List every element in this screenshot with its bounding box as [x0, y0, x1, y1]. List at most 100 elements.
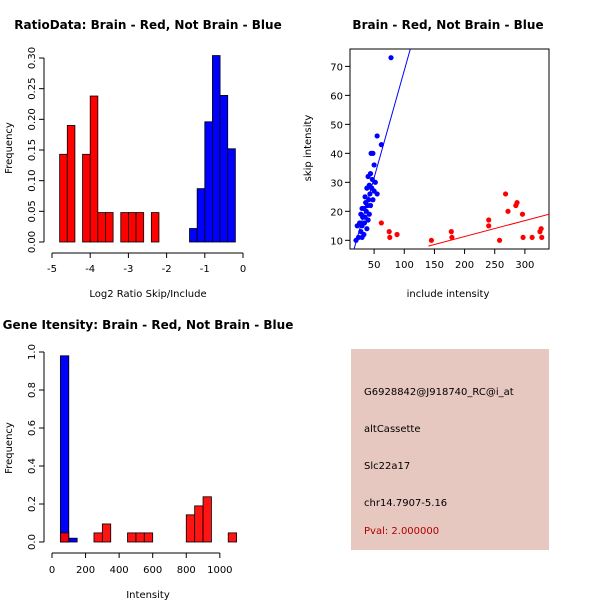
scatter-point	[359, 205, 365, 212]
event-type: altCassette	[364, 424, 421, 435]
hist1-x-tick-label: -5	[47, 264, 57, 275]
scatter-y-tick-label: 70	[330, 62, 343, 73]
hist2-title: Gene Itensity: Brain - Red, Not Brain - …	[3, 318, 294, 332]
scatter-title: Brain - Red, Not Brain - Blue	[352, 18, 543, 32]
hist1-bar	[135, 212, 145, 243]
scatter-point	[374, 133, 380, 139]
hist1-xlabel: Log2 Ratio Skip/Include	[89, 289, 206, 300]
scatter-y-tick-label: 20	[330, 207, 343, 218]
hist1-bar	[82, 153, 91, 243]
scatter-plot: 50 100 150 200 250 300 10 20 30 40 50 60 70	[330, 49, 549, 271]
hist1-x-tick-label: -2	[162, 264, 172, 275]
scatter-point	[519, 211, 526, 217]
scatter-point	[370, 150, 376, 156]
hist1-bar	[66, 125, 76, 243]
scatter-point	[366, 211, 372, 217]
hist2-ylabel: Frequency	[4, 422, 15, 474]
hist2-x-tick-label: 1000	[207, 565, 232, 576]
hist1-y-tick-label: 0.15	[27, 139, 38, 161]
info-panel: G6928842@J918740_RC@i_at altCassette Slc…	[351, 349, 549, 550]
scatter-fit-line	[353, 49, 411, 249]
hist2-x-tick-label: 400	[110, 565, 129, 576]
scatter-y-tick-label: 40	[330, 149, 343, 160]
scatter-point	[394, 231, 400, 238]
scatter-point	[371, 162, 377, 168]
scatter-point	[364, 226, 370, 232]
hist1-ylabel: Frequency	[4, 122, 15, 174]
hist1-bar	[227, 148, 236, 243]
scatter-point	[378, 220, 384, 226]
hist2-y-tick-label: 1.0	[27, 344, 38, 360]
hist2-bar	[59, 355, 70, 543]
scatter-point	[372, 179, 378, 185]
hist1-bar	[89, 95, 99, 243]
hist1-x-tick-label: -3	[123, 264, 133, 275]
scatter-point	[365, 173, 371, 180]
scatter-point	[354, 223, 360, 229]
hist2-bar	[202, 496, 212, 543]
scatter-point	[386, 229, 392, 235]
hist2-x-tick-label: 800	[177, 565, 196, 576]
scatter-point	[539, 234, 545, 241]
hist1-y-tick-label: 0.00	[27, 231, 38, 253]
hist2-bar	[185, 514, 196, 543]
hist1-plot: -5 -4 -3 -2 -1 0 0.00 0.05 0.10 0.15 0.20 0.25 0.30	[27, 47, 246, 275]
hist1-bar	[189, 228, 198, 243]
scatter-x-tick-label: 300	[515, 260, 534, 271]
hist1-bar	[196, 188, 206, 243]
hist2-bar	[194, 505, 204, 543]
scatter-point	[364, 185, 370, 191]
scatter-y-tick-label: 60	[330, 91, 343, 102]
hist1-x-tick-label: -1	[200, 264, 210, 275]
hist2-y-tick-label: 0.6	[27, 420, 38, 436]
hist2-y-tick-label: 0.0	[27, 534, 38, 550]
hist1-bar	[120, 212, 129, 243]
hist1-title: RatioData: Brain - Red, Not Brain - Blue	[14, 18, 281, 32]
hist2-x-tick-label: 600	[143, 565, 162, 576]
scatter-x-tick-label: 50	[368, 260, 381, 271]
scatter-point	[387, 234, 393, 241]
pval-text: Pval: 2.000000	[364, 526, 440, 537]
hist2-bar	[143, 532, 154, 543]
scatter-point	[538, 226, 544, 232]
scatter-marks	[353, 49, 549, 249]
chrom-location: chr14.7907-5.16	[364, 498, 448, 509]
scatter-point	[388, 55, 394, 61]
scatter-y-tick-label: 50	[330, 120, 343, 131]
hist2-bar	[227, 532, 238, 543]
scatter-point	[449, 234, 455, 241]
scatter-point	[505, 208, 511, 214]
scatter-point	[428, 237, 435, 243]
hist2-y-tick-label: 0.8	[27, 382, 38, 398]
scatter-point	[359, 234, 365, 241]
hist2-xlabel: Intensity	[126, 590, 170, 600]
scatter-ylabel: skip intensity	[303, 115, 314, 182]
hist1-bar	[127, 212, 137, 243]
hist1-bar	[212, 55, 221, 243]
hist1-x-tick-label: 0	[240, 264, 246, 275]
scatter-point	[520, 234, 526, 241]
scatter-point	[486, 223, 492, 229]
scatter-plot-box	[349, 48, 550, 250]
gene-name: Slc22a17	[364, 461, 411, 472]
hist1-y-tick-label: 0.30	[27, 47, 38, 69]
hist1-bar	[59, 153, 68, 243]
hist2-y-tick-label: 0.2	[27, 496, 38, 512]
hist1-y-tick-label: 0.10	[27, 170, 38, 192]
hist1-bar	[105, 212, 114, 243]
hist1-bar	[204, 121, 213, 243]
scatter-point	[367, 202, 374, 209]
hist1-y-tick-label: 0.25	[27, 78, 38, 100]
hist1-bar	[219, 95, 229, 243]
hist1-y-tick-label: 0.05	[27, 200, 38, 222]
scatter-x-tick-label: 200	[455, 260, 474, 271]
hist2-bar	[135, 532, 145, 543]
scatter-point	[365, 217, 371, 223]
scatter-point	[370, 197, 376, 203]
scatter-y-tick-label: 30	[330, 178, 343, 189]
scatter-xlabel: include intensity	[407, 289, 490, 300]
scatter-point	[448, 229, 454, 235]
hist1-bar	[97, 212, 106, 243]
